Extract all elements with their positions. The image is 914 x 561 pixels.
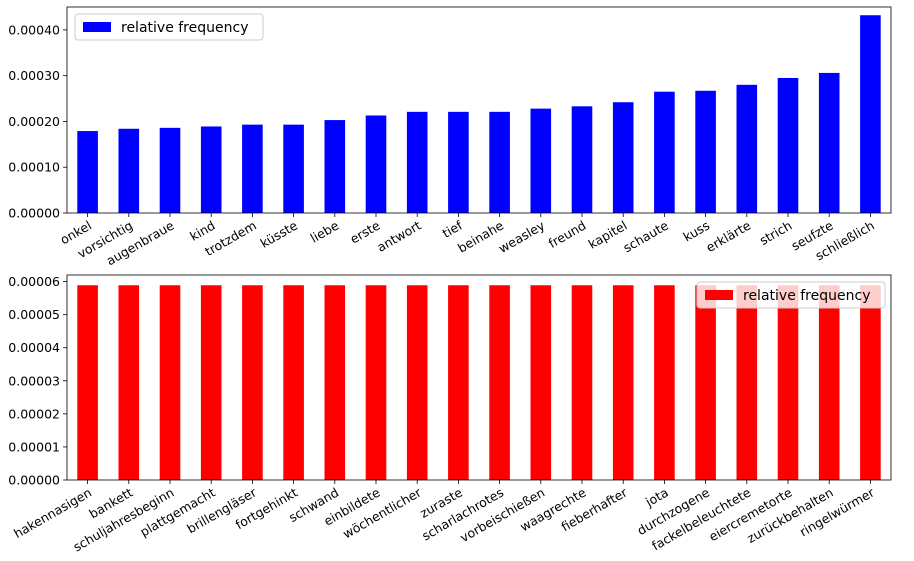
top-xtick-label: tief bbox=[440, 217, 466, 241]
bottom-bar-7 bbox=[324, 285, 346, 480]
bottom-bar-2 bbox=[118, 285, 140, 480]
top-xtick-label: strich bbox=[757, 218, 795, 248]
top-bar-5 bbox=[242, 124, 263, 213]
top-bar-10 bbox=[448, 111, 469, 213]
top-bar-18 bbox=[777, 77, 799, 214]
bottom-axes-frame bbox=[66, 274, 892, 481]
top-bar-17 bbox=[736, 84, 758, 213]
bottom-bar-9 bbox=[406, 285, 428, 480]
top-xtick-label: küsste bbox=[258, 217, 301, 250]
top-legend-box bbox=[74, 13, 264, 41]
top-legend-swatch bbox=[83, 22, 111, 32]
bottom-bar-10 bbox=[448, 285, 469, 480]
top-bar-9 bbox=[406, 111, 428, 213]
top-bar-2 bbox=[118, 128, 140, 213]
top-bar-3 bbox=[159, 127, 181, 213]
top-bar-1 bbox=[77, 131, 98, 213]
bottom-legend-swatch bbox=[705, 290, 733, 300]
bottom-ytick-label: 0.00001 bbox=[8, 439, 60, 454]
bottom-bar-15 bbox=[654, 285, 675, 480]
top-bar-19 bbox=[818, 72, 840, 213]
bottom-bar-14 bbox=[612, 285, 634, 480]
bottom-ytick-label: 0.00002 bbox=[8, 406, 60, 421]
top-ytick-label: 0.00040 bbox=[8, 22, 60, 37]
top-bar-8 bbox=[365, 115, 387, 213]
bottom-ytick-label: 0.00000 bbox=[8, 473, 60, 488]
top-xtick-label: freund bbox=[546, 218, 589, 251]
top-bar-14 bbox=[612, 102, 634, 213]
top-xtick-label: schaute bbox=[621, 217, 672, 255]
bottom-bar-12 bbox=[530, 285, 552, 480]
bottom-ytick-label: 0.00005 bbox=[8, 307, 60, 322]
bottom-bar-5 bbox=[242, 285, 263, 480]
top-xtick-label: erklärte bbox=[703, 217, 753, 255]
bottom-ytick-label: 0.00006 bbox=[8, 274, 60, 289]
top-axes-frame bbox=[66, 6, 892, 214]
top-xtick-label: liebe bbox=[308, 217, 342, 245]
top-ytick-label: 0.00000 bbox=[8, 206, 60, 221]
top-bar-7 bbox=[324, 120, 346, 213]
bottom-bar-17 bbox=[736, 285, 758, 480]
bottom-ytick-label: 0.00004 bbox=[8, 340, 60, 355]
bottom-ytick-label: 0.00003 bbox=[8, 373, 60, 388]
bottom-bar-13 bbox=[571, 285, 593, 480]
bottom-bar-11 bbox=[489, 285, 510, 480]
top-xtick-label: antwort bbox=[374, 218, 423, 255]
bottom-bar-16 bbox=[695, 285, 716, 480]
top-bar-4 bbox=[200, 126, 222, 213]
top-ytick-label: 0.00030 bbox=[8, 68, 60, 83]
bottom-bar-20 bbox=[860, 285, 881, 480]
bottom-bar-3 bbox=[159, 285, 181, 480]
top-bar-20 bbox=[860, 15, 881, 213]
top-bar-11 bbox=[489, 111, 510, 213]
bottom-bar-18 bbox=[777, 285, 799, 480]
top-bar-15 bbox=[654, 91, 675, 213]
top-ytick-label: 0.00010 bbox=[8, 160, 60, 175]
top-bar-12 bbox=[530, 108, 552, 213]
bottom-bar-1 bbox=[77, 285, 98, 480]
top-legend: relative frequency bbox=[74, 13, 264, 41]
top-xtick-label: beinahe bbox=[455, 217, 506, 255]
bottom-legend-label: relative frequency bbox=[743, 288, 870, 304]
bottom-bar-6 bbox=[283, 285, 304, 480]
top-bar-16 bbox=[695, 90, 716, 213]
top-legend-label: relative frequency bbox=[121, 20, 248, 36]
bottom-bar-4 bbox=[200, 285, 222, 480]
bottom-legend: relative frequency bbox=[696, 281, 886, 309]
bottom-legend-box bbox=[696, 281, 886, 309]
bottom-bar-19 bbox=[818, 285, 840, 480]
top-ytick-label: 0.00020 bbox=[8, 114, 60, 129]
bottom-xtick-label: hakennasigen bbox=[11, 485, 94, 542]
top-bar-13 bbox=[571, 106, 593, 213]
top-bar-6 bbox=[283, 124, 304, 213]
bottom-bar-8 bbox=[365, 285, 387, 480]
top-xtick-label: weasley bbox=[496, 217, 548, 256]
top-bar-chart: 0.000000.000100.000200.000300.00040onkel… bbox=[8, 6, 892, 268]
bottom-bar-chart: 0.00000 0.00001 0.00002 0.00003 0.00004 0.000… bbox=[8, 274, 892, 554]
